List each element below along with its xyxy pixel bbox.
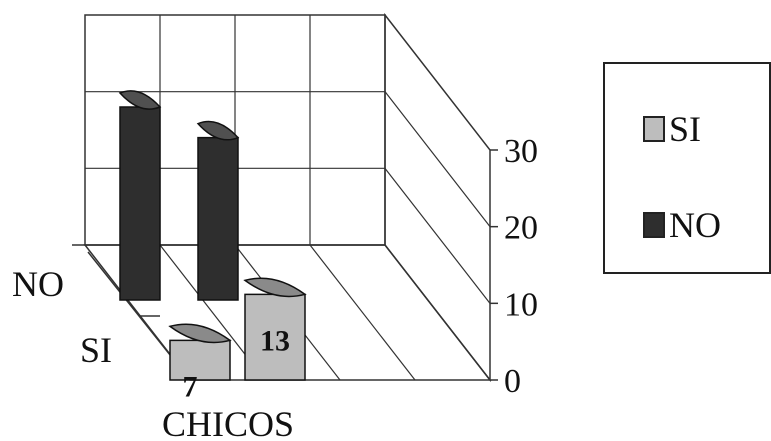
legend-label-si: SI [669, 109, 702, 149]
chart-labels: 0 10 20 30 7 13 NO SI CHICOS [12, 133, 538, 441]
bar-si-1-top [243, 277, 307, 298]
legend: SI NO [603, 62, 771, 274]
side-wall [384, 12, 491, 383]
depth-label-si: SI [80, 330, 112, 370]
bar-si-0-body [169, 339, 231, 381]
y-tick-label: 20 [504, 210, 538, 247]
bar-no-1-top [196, 120, 240, 141]
legend-label-no: NO [669, 205, 721, 245]
category-label: CHICOS [162, 404, 294, 441]
series-no [118, 90, 240, 301]
data-label-si-0: 7 [183, 370, 198, 403]
bar-no-1-body [197, 136, 239, 301]
legend-swatch-no [643, 212, 665, 238]
series-si [168, 277, 307, 381]
depth-label-no: NO [12, 264, 64, 304]
y-tick-label: 30 [504, 133, 538, 170]
bar-no-0-top [118, 90, 162, 110]
floor-grid-line [309, 244, 416, 381]
bar-no-0-body [119, 106, 161, 301]
legend-swatch-si [643, 116, 665, 142]
y-tick-label: 10 [504, 286, 538, 323]
y-tick-label: 0 [504, 363, 521, 400]
side-grid-line [384, 91, 491, 228]
legend-item-no: NO [643, 204, 721, 246]
data-label-si-1: 13 [260, 324, 290, 357]
side-grid-line [384, 167, 491, 304]
bar-si-0-top [168, 323, 232, 344]
legend-item-si: SI [643, 108, 701, 150]
